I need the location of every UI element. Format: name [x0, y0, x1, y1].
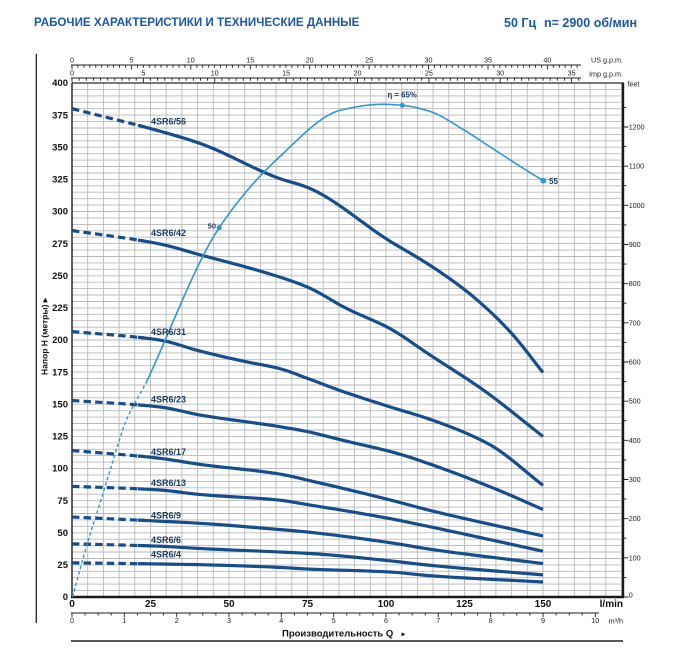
svg-text:4: 4: [279, 616, 283, 625]
svg-text:40: 40: [543, 56, 551, 65]
svg-text:4SR6/4: 4SR6/4: [151, 550, 181, 560]
svg-text:9: 9: [541, 616, 545, 625]
svg-text:150: 150: [535, 599, 552, 610]
svg-text:4SR6/13: 4SR6/13: [151, 478, 186, 488]
svg-text:30: 30: [425, 56, 433, 65]
svg-text:1200: 1200: [629, 123, 645, 132]
svg-text:4SR6/17: 4SR6/17: [151, 447, 186, 457]
svg-text:175: 175: [52, 367, 69, 378]
svg-text:0: 0: [70, 69, 74, 78]
svg-text:700: 700: [629, 318, 641, 327]
svg-text:3: 3: [227, 616, 231, 625]
svg-text:250: 250: [52, 271, 68, 282]
svg-text:300: 300: [629, 475, 641, 484]
svg-text:150: 150: [52, 399, 68, 410]
svg-text:10: 10: [591, 616, 599, 625]
svg-text:4SR6/31: 4SR6/31: [151, 327, 186, 337]
svg-text:4SR6/23: 4SR6/23: [151, 395, 186, 405]
svg-text:800: 800: [629, 279, 641, 288]
svg-text:25: 25: [145, 599, 157, 610]
svg-text:100: 100: [378, 599, 395, 610]
svg-text:US g.p.m.: US g.p.m.: [591, 56, 623, 65]
svg-text:n= 2900 об/мин: n= 2900 об/мин: [544, 16, 637, 30]
svg-text:1000: 1000: [629, 201, 645, 210]
svg-text:feet: feet: [628, 80, 640, 89]
svg-text:1100: 1100: [629, 162, 644, 171]
svg-text:20: 20: [354, 69, 362, 78]
svg-text:0: 0: [70, 56, 74, 65]
svg-text:0: 0: [69, 599, 75, 610]
svg-text:125: 125: [52, 432, 69, 443]
svg-text:275: 275: [52, 239, 69, 250]
svg-text:100: 100: [629, 553, 641, 562]
svg-text:Imp g.p.m.: Imp g.p.m.: [589, 70, 623, 79]
svg-text:0: 0: [629, 591, 633, 600]
svg-text:▸: ▸: [402, 630, 406, 639]
svg-text:6: 6: [384, 616, 388, 625]
svg-text:75: 75: [57, 496, 68, 507]
svg-text:400: 400: [629, 436, 641, 445]
svg-text:50: 50: [223, 599, 235, 610]
svg-text:Производительность Q: Производительность Q: [282, 629, 393, 640]
svg-text:350: 350: [52, 142, 68, 153]
svg-text:55: 55: [549, 177, 558, 186]
svg-text:m³/h: m³/h: [609, 617, 623, 626]
svg-text:100: 100: [52, 464, 68, 475]
svg-text:200: 200: [52, 335, 68, 346]
svg-text:0: 0: [70, 616, 74, 625]
svg-text:η = 65%: η = 65%: [388, 90, 417, 99]
svg-text:4SR6/56: 4SR6/56: [151, 117, 186, 127]
svg-text:10: 10: [187, 56, 195, 65]
svg-text:35: 35: [484, 56, 492, 65]
svg-text:7: 7: [436, 616, 440, 625]
svg-text:30: 30: [496, 69, 504, 78]
svg-text:4SR6/6: 4SR6/6: [151, 535, 181, 545]
svg-text:900: 900: [629, 240, 641, 249]
svg-text:75: 75: [302, 599, 314, 610]
svg-text:600: 600: [629, 358, 641, 367]
svg-text:20: 20: [306, 56, 314, 65]
svg-text:2: 2: [175, 616, 179, 625]
svg-text:4SR6/42: 4SR6/42: [151, 228, 186, 238]
svg-text:5: 5: [129, 56, 133, 65]
svg-text:35: 35: [568, 69, 576, 78]
svg-text:300: 300: [52, 207, 68, 218]
svg-text:5: 5: [141, 69, 145, 78]
svg-text:400: 400: [52, 78, 68, 89]
svg-text:225: 225: [52, 303, 69, 314]
svg-text:50: 50: [208, 222, 216, 231]
svg-text:5: 5: [332, 616, 336, 625]
svg-text:25: 25: [57, 560, 68, 571]
svg-text:0: 0: [63, 592, 68, 603]
svg-text:25: 25: [425, 69, 433, 78]
svg-text:10: 10: [211, 69, 219, 78]
svg-text:200: 200: [629, 514, 641, 523]
svg-text:325: 325: [52, 175, 69, 186]
svg-text:50: 50: [57, 528, 68, 539]
svg-text:1: 1: [122, 616, 126, 625]
svg-text:РАБОЧИЕ ХАРАКТЕРИСТИКИ И ТЕХНИ: РАБОЧИЕ ХАРАКТЕРИСТИКИ И ТЕХНИЧЕСКИЕ ДАН…: [34, 16, 360, 29]
svg-text:8: 8: [489, 616, 493, 625]
svg-text:4SR6/9: 4SR6/9: [151, 510, 181, 520]
svg-text:375: 375: [52, 110, 69, 121]
svg-text:l/min: l/min: [600, 599, 623, 610]
svg-text:Напор H (метры) ▸: Напор H (метры) ▸: [40, 297, 50, 375]
svg-text:15: 15: [282, 69, 290, 78]
svg-text:500: 500: [629, 397, 641, 406]
svg-text:15: 15: [246, 56, 254, 65]
svg-text:125: 125: [456, 599, 473, 610]
svg-text:25: 25: [365, 56, 373, 65]
svg-text:50 Гц: 50 Гц: [504, 16, 536, 30]
